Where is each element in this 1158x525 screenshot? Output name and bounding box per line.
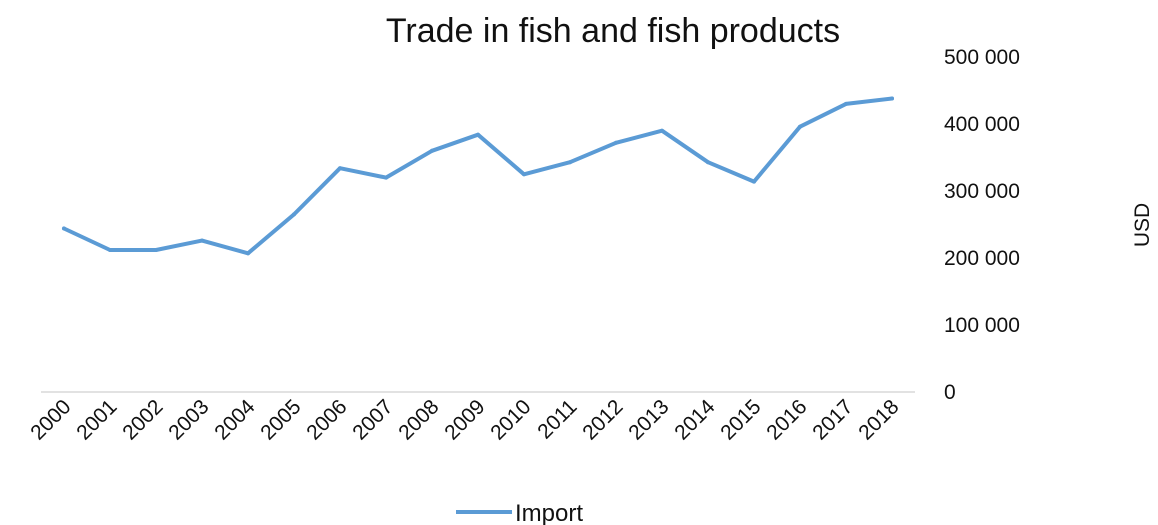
x-tick-label: 2005 — [256, 395, 305, 444]
x-axis-tick-labels: 2000200120022003200420052006200720082009… — [26, 395, 903, 445]
data-point — [62, 226, 66, 231]
y-axis-tick-labels: 0 100 000 200 000 300 000 400 000 500 000 — [944, 46, 1020, 404]
data-point — [890, 96, 894, 101]
y-tick-label: 100 000 — [944, 314, 1020, 337]
y-tick-label: 300 000 — [944, 180, 1020, 203]
data-point — [844, 101, 848, 106]
x-tick-label: 2009 — [440, 395, 489, 444]
x-tick-label: 2012 — [578, 395, 627, 444]
data-point — [246, 251, 250, 256]
x-tick-label: 2007 — [348, 395, 397, 444]
data-point — [706, 160, 710, 165]
legend: Import — [456, 500, 583, 525]
x-tick-label: 2008 — [394, 395, 443, 444]
data-point — [430, 148, 434, 153]
x-tick-label: 2001 — [72, 395, 121, 444]
data-point — [154, 248, 158, 252]
data-point — [614, 140, 618, 145]
x-tick-label: 2017 — [808, 395, 857, 444]
data-point — [568, 160, 572, 165]
x-tick-label: 2002 — [118, 395, 167, 444]
x-tick-label: 2014 — [670, 395, 720, 445]
x-tick-label: 2003 — [164, 395, 213, 444]
x-tick-label: 2015 — [716, 395, 765, 444]
data-point — [292, 212, 296, 217]
series-layer — [62, 96, 894, 256]
x-tick-label: 2000 — [26, 395, 75, 444]
chart-title: Trade in fish and fish products — [386, 12, 840, 50]
data-point — [338, 166, 342, 171]
x-tick-label: 2004 — [210, 395, 260, 445]
x-tick-label: 2010 — [486, 395, 535, 444]
legend-label-import: Import — [515, 500, 583, 525]
x-tick-label: 2006 — [302, 395, 351, 444]
x-tick-label: 2013 — [624, 395, 673, 444]
x-tick-label: 2016 — [762, 395, 811, 444]
data-point — [384, 175, 388, 180]
x-tick-label: 2018 — [854, 395, 903, 444]
series-line-import — [62, 96, 894, 256]
data-point — [798, 124, 802, 129]
data-point — [108, 248, 112, 252]
data-point — [660, 128, 664, 133]
y-tick-label: 400 000 — [944, 113, 1020, 136]
y-tick-label: 500 000 — [944, 46, 1020, 69]
data-point — [200, 238, 204, 243]
data-point — [752, 179, 756, 184]
y-axis-title: USD — [1131, 203, 1154, 247]
y-tick-label: 0 — [944, 381, 956, 404]
x-tick-label: 2011 — [533, 395, 581, 443]
data-point — [476, 132, 480, 137]
data-point — [522, 172, 526, 177]
y-tick-label: 200 000 — [944, 247, 1020, 270]
